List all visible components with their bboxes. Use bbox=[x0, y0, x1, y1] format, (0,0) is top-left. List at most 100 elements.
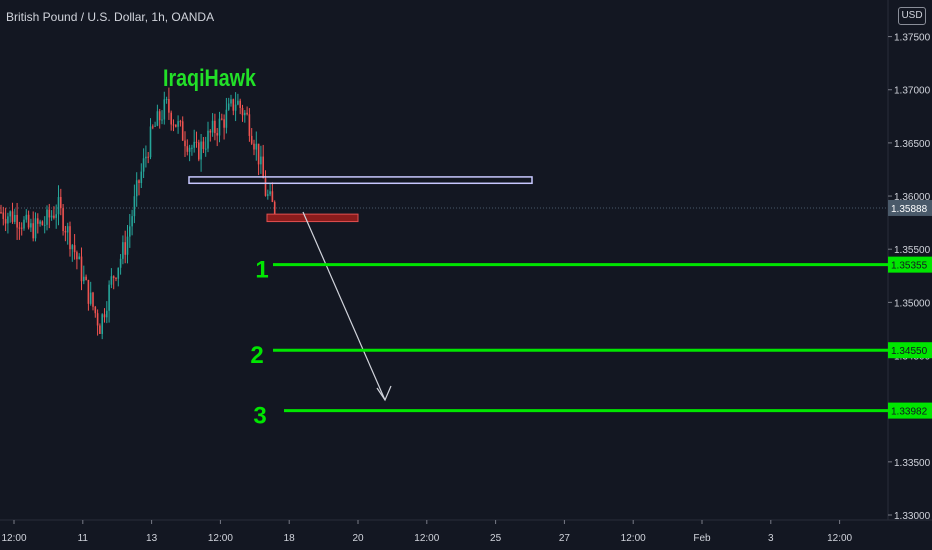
candle-body bbox=[204, 148, 207, 150]
y-tick-label: 1.35000 bbox=[894, 298, 931, 309]
candle-body bbox=[108, 284, 110, 311]
current-price-tag-label: 1.35888 bbox=[891, 204, 928, 215]
candle-body bbox=[221, 118, 223, 120]
candle-body bbox=[188, 147, 191, 152]
candle-body bbox=[11, 211, 14, 222]
candle-body bbox=[264, 178, 267, 196]
candle-body bbox=[20, 227, 23, 229]
candle-body bbox=[209, 130, 212, 133]
candle-body bbox=[2, 212, 5, 219]
candle-body bbox=[269, 191, 271, 195]
candle-body bbox=[30, 223, 32, 228]
candle-body bbox=[255, 143, 258, 150]
x-tick-label: 25 bbox=[490, 533, 502, 544]
x-tick-label: Feb bbox=[693, 533, 711, 544]
candle-body bbox=[163, 99, 166, 120]
candle-body bbox=[99, 325, 101, 334]
x-tick-label: 18 bbox=[284, 533, 296, 544]
candle-body bbox=[165, 99, 168, 101]
candle-body bbox=[96, 313, 99, 326]
candle-body bbox=[246, 112, 248, 115]
x-tick-label: 12:00 bbox=[827, 533, 852, 544]
x-tick-label: 12:00 bbox=[621, 533, 646, 544]
candle-body bbox=[156, 111, 159, 126]
candle-body bbox=[0, 212, 2, 213]
candle-body bbox=[83, 276, 85, 282]
candle-body bbox=[41, 221, 44, 226]
candle-body bbox=[92, 292, 94, 307]
target-price-tag-label: 1.35355 bbox=[891, 261, 928, 272]
candle-body bbox=[170, 112, 172, 125]
candle-body bbox=[241, 107, 244, 116]
candle-body bbox=[140, 171, 143, 184]
candle-body bbox=[62, 208, 64, 231]
trend-arrow-shaft[interactable] bbox=[302, 211, 386, 401]
candle-body bbox=[161, 119, 163, 121]
candle-body bbox=[76, 252, 78, 260]
candle-body bbox=[147, 156, 149, 158]
candle-body bbox=[172, 124, 175, 126]
x-tick-label: 27 bbox=[559, 533, 571, 544]
trend-arrow-head[interactable] bbox=[376, 385, 392, 402]
x-tick-label: 12:00 bbox=[208, 533, 233, 544]
candle-body bbox=[89, 292, 92, 304]
candle-body bbox=[267, 194, 269, 196]
candle-body bbox=[46, 209, 48, 225]
candle-body bbox=[184, 140, 186, 147]
candle-body bbox=[149, 126, 152, 158]
candle-body bbox=[34, 218, 37, 239]
candle-body bbox=[60, 197, 62, 209]
candle-body bbox=[18, 227, 21, 229]
candle-body bbox=[253, 143, 255, 150]
candle-body bbox=[234, 104, 237, 111]
candle-body bbox=[237, 100, 239, 105]
candle-body bbox=[133, 196, 136, 217]
x-tick-label: 20 bbox=[352, 533, 364, 544]
x-tick-label: 3 bbox=[768, 533, 774, 544]
candle-body bbox=[271, 191, 274, 202]
target-price-tag-label: 1.34550 bbox=[891, 346, 928, 357]
candle-body bbox=[158, 111, 161, 121]
candle-body bbox=[7, 216, 9, 224]
candle-body bbox=[135, 180, 138, 197]
candle-body bbox=[110, 276, 113, 285]
candle-body bbox=[39, 221, 41, 224]
candle-body bbox=[218, 118, 221, 136]
candle-body bbox=[207, 130, 209, 149]
candle-body bbox=[273, 201, 276, 217]
candle-body bbox=[223, 119, 225, 128]
candle-body bbox=[193, 141, 195, 148]
target-label-2: 2 bbox=[250, 342, 263, 369]
y-tick-label: 1.33500 bbox=[894, 458, 931, 469]
candle-body bbox=[78, 256, 80, 260]
x-tick-label: 12:00 bbox=[1, 533, 26, 544]
resistance-zone-box[interactable] bbox=[188, 176, 533, 185]
candle-body bbox=[262, 156, 264, 179]
candle-body bbox=[138, 180, 140, 184]
target-price-tag bbox=[888, 342, 932, 359]
candle-body bbox=[152, 126, 154, 128]
candle-body bbox=[250, 135, 253, 144]
x-tick-label: 12:00 bbox=[414, 533, 439, 544]
candle-body bbox=[9, 211, 11, 217]
candle-body bbox=[168, 99, 170, 113]
candle-body bbox=[145, 156, 147, 159]
candle-body bbox=[55, 214, 57, 218]
candle-body bbox=[14, 214, 16, 222]
candle-body bbox=[244, 112, 246, 116]
candle-body bbox=[198, 142, 200, 160]
target-label-1: 1 bbox=[255, 257, 268, 284]
entry-zone-box[interactable] bbox=[266, 213, 359, 223]
candle-body bbox=[25, 214, 28, 220]
candle-body bbox=[227, 103, 230, 110]
target-price-tag-label: 1.33982 bbox=[891, 407, 928, 418]
y-tick-label: 1.37500 bbox=[894, 33, 931, 44]
candle-body bbox=[177, 121, 179, 127]
candle-body bbox=[126, 236, 129, 255]
candle-body bbox=[115, 278, 117, 280]
candle-body bbox=[64, 230, 67, 233]
candle-body bbox=[112, 276, 115, 279]
candle-body bbox=[225, 109, 228, 128]
currency-button[interactable]: USD bbox=[898, 7, 926, 25]
